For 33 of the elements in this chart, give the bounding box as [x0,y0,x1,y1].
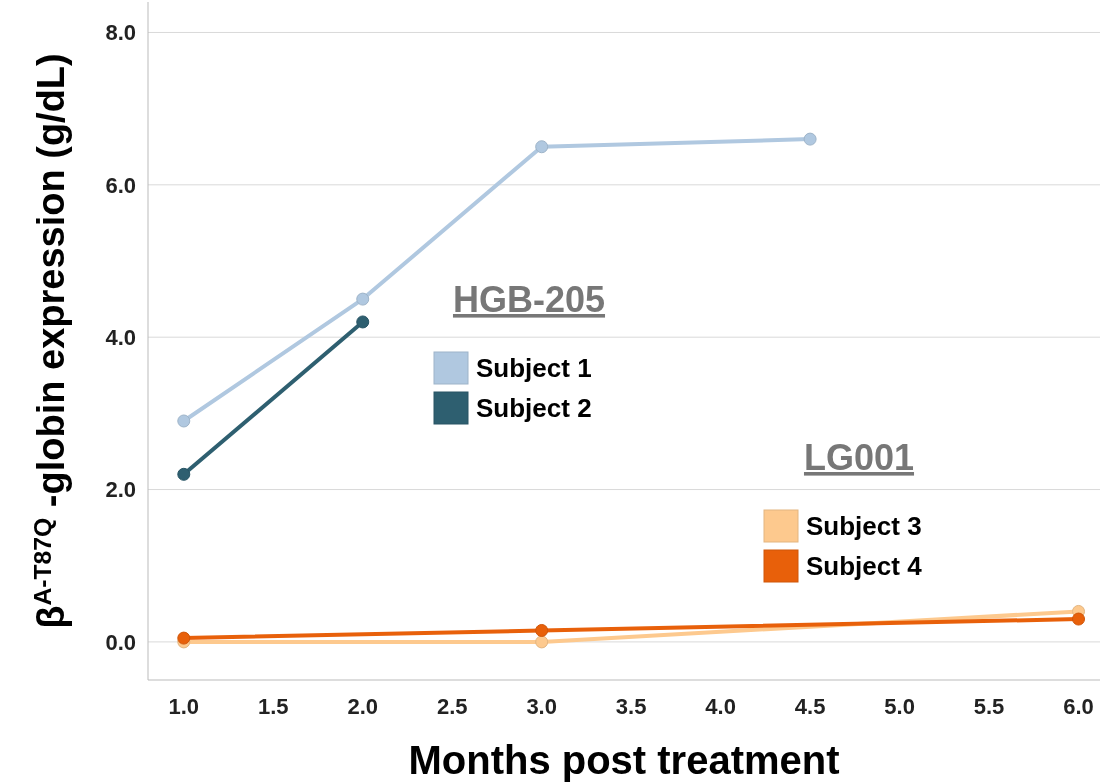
x-tick-label: 1.0 [168,694,200,719]
point [535,140,549,154]
legend-label: Subject 1 [476,353,592,384]
annotation: LG001 [803,437,915,478]
x-tick-label: 1.5 [257,694,289,719]
x-tick-label: 6.0 [1063,694,1094,719]
x-axis-title: Months post treatment [408,738,840,782]
annotation: HGB-205 [452,279,606,320]
x-tick-label: 4.0 [705,694,736,719]
point [535,623,549,637]
legend-label: Subject 2 [476,393,592,424]
x-tick-label: 3.0 [526,694,557,719]
point [177,467,191,481]
point [803,132,817,146]
y-tick-label: 0.0 [105,629,136,655]
x-tick-label: 4.5 [794,694,826,719]
legend-label: Subject 4 [806,551,923,582]
x-tick-label: 2.5 [436,694,468,719]
point [1072,612,1086,626]
legend-label: Subject 3 [806,511,922,542]
x-tick-label: 2.0 [347,694,379,719]
y-tick-label: 6.0 [105,172,136,198]
y-tick-label: 2.0 [105,477,136,503]
x-tick-label: 5.0 [884,694,915,719]
x-tick-label: 5.5 [973,694,1005,719]
y-tick-label: 8.0 [105,20,136,46]
y-tick-label: 4.0 [105,324,136,350]
point [177,414,191,428]
point [356,292,370,306]
point [535,635,549,649]
point [177,631,191,645]
x-tick-label: 3.5 [615,694,647,719]
point [356,315,370,329]
